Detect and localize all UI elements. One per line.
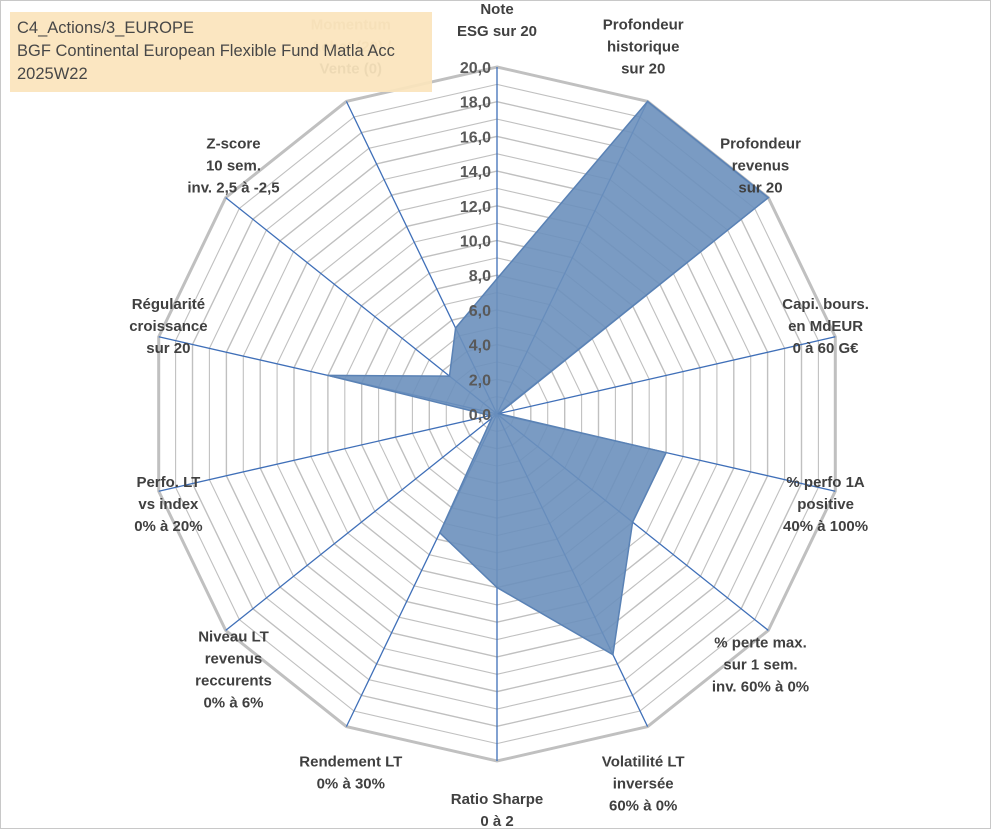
axis-label: Ratio Sharpe 0 à 2 — [451, 791, 544, 828]
data-point — [448, 375, 451, 377]
axis-label-line: croissance — [129, 318, 207, 335]
axis-label-line: Profondeur — [603, 16, 684, 33]
data-point — [612, 653, 614, 656]
data-point — [496, 586, 498, 589]
data-point — [496, 277, 498, 280]
series — [327, 100, 770, 656]
axis-label-line: Niveau LT — [198, 628, 269, 645]
axis-label: Perfo. LT vs index 0% à 20% — [134, 474, 202, 535]
axis-label-line: en MdEUR — [788, 318, 863, 335]
axis-spoke — [496, 336, 836, 415]
axis-label-line: sur 20 — [738, 180, 782, 197]
tick-label: 8,0 — [469, 268, 491, 285]
axis-spoke — [158, 413, 498, 492]
axis-label-line: revenus — [732, 158, 790, 175]
axis-label-line: 60% à 0% — [609, 798, 677, 815]
axis-label-line: Z-score — [206, 136, 260, 153]
axis-label-line: revenus — [205, 650, 263, 667]
axis-label: % perfo 1A positive 40% à 100% — [783, 474, 868, 535]
tick-label: 14,0 — [460, 164, 491, 181]
data-point — [489, 414, 492, 417]
axis-label: % perte max. sur 1 sem. inv. 60% à 0% — [712, 635, 809, 696]
tick-label: 0,0 — [469, 407, 491, 424]
title-line-week: 2025W22 — [17, 65, 88, 83]
title-line-category: C4_Actions/3_EUROPE — [17, 19, 194, 37]
axis-label-line: Rendement LT — [299, 754, 402, 771]
tick-label: 20,0 — [460, 60, 491, 77]
axis-label-line: ESG sur 20 — [457, 23, 537, 40]
tick-labels: 0,0 2,0 4,0 6,0 8,0 10,0 12,0 14,0 16,0 18,0 20,0 — [460, 60, 491, 424]
data-point — [454, 327, 457, 329]
title-line-fund: BGF Continental European Flexible Fund M… — [17, 42, 395, 60]
axis-label: Profondeur historique sur 20 — [603, 16, 684, 77]
axis-label-line: sur 20 — [146, 340, 190, 357]
axis-label-line: Profondeur — [720, 136, 801, 153]
axis-label-line: sur 20 — [621, 60, 665, 77]
axis-label-line: 0 à 2 — [480, 813, 513, 828]
axis-label: Profondeur revenus sur 20 — [720, 136, 801, 197]
axis-label-line: 0% à 20% — [134, 518, 202, 535]
tick-label: 2,0 — [469, 372, 491, 389]
axis-label-line: 10 sem. — [206, 158, 261, 175]
axis-label: Capi. bours. en MdEUR 0 à 60 G€ — [782, 296, 869, 357]
axis-label-line: Ratio Sharpe — [451, 791, 544, 808]
axis-label-line: Capi. bours. — [782, 296, 869, 313]
data-point — [665, 451, 667, 454]
axis-label: Volatilité LT inversée 60% à 0% — [602, 754, 685, 815]
axis-label-line: sur 1 sem. — [723, 657, 797, 674]
axis-label: Note ESG sur 20 — [457, 1, 537, 40]
axis-label-line: % perte max. — [714, 635, 807, 652]
axis-label-line: Note — [480, 1, 513, 18]
axis-label-line: historique — [607, 38, 680, 55]
axis-label-line: inv. 2,5 à -2,5 — [187, 180, 279, 197]
data-point — [439, 532, 441, 534]
axis-label-line: 40% à 100% — [783, 518, 868, 535]
axis-spoke — [225, 413, 498, 631]
axis-label-line: 0% à 30% — [317, 776, 385, 793]
axis-label: Rendement LT 0% à 30% — [299, 754, 402, 793]
data-point — [646, 100, 649, 103]
axis-label-line: positive — [797, 496, 854, 513]
axis-label: Z-score 10 sem. inv. 2,5 à -2,5 — [187, 136, 279, 197]
data-point — [631, 521, 634, 523]
title-box: C4_Actions/3_EUROPE BGF Continental Euro… — [10, 12, 432, 92]
tick-label: 10,0 — [460, 234, 491, 251]
axis-label-line: % perfo 1A — [786, 474, 865, 491]
axis-label: Régularité croissance sur 20 — [129, 296, 207, 357]
tick-label: 18,0 — [460, 95, 491, 112]
data-point — [767, 196, 770, 199]
tick-label: 16,0 — [460, 129, 491, 146]
tick-label: 12,0 — [460, 199, 491, 216]
axis-label-line: Volatilité LT — [602, 754, 685, 771]
axis-label-line: Perfo. LT — [136, 474, 200, 491]
data-point — [497, 412, 500, 415]
axis-label: Niveau LT revenus reccurents 0% à 6% — [195, 628, 272, 711]
data-point — [327, 374, 329, 377]
axis-label-line: Régularité — [132, 296, 205, 313]
axis-label-line: reccurents — [195, 672, 272, 689]
axis-label-line: vs index — [138, 496, 199, 513]
tick-label: 4,0 — [469, 338, 491, 355]
axis-label-line: 0 à 60 G€ — [793, 340, 860, 357]
data-point — [490, 417, 493, 420]
axis-label-line: 0% à 6% — [203, 694, 263, 711]
tick-label: 6,0 — [469, 303, 491, 320]
axis-label-line: inv. 60% à 0% — [712, 679, 809, 696]
axis-label-line: inversée — [613, 776, 674, 793]
